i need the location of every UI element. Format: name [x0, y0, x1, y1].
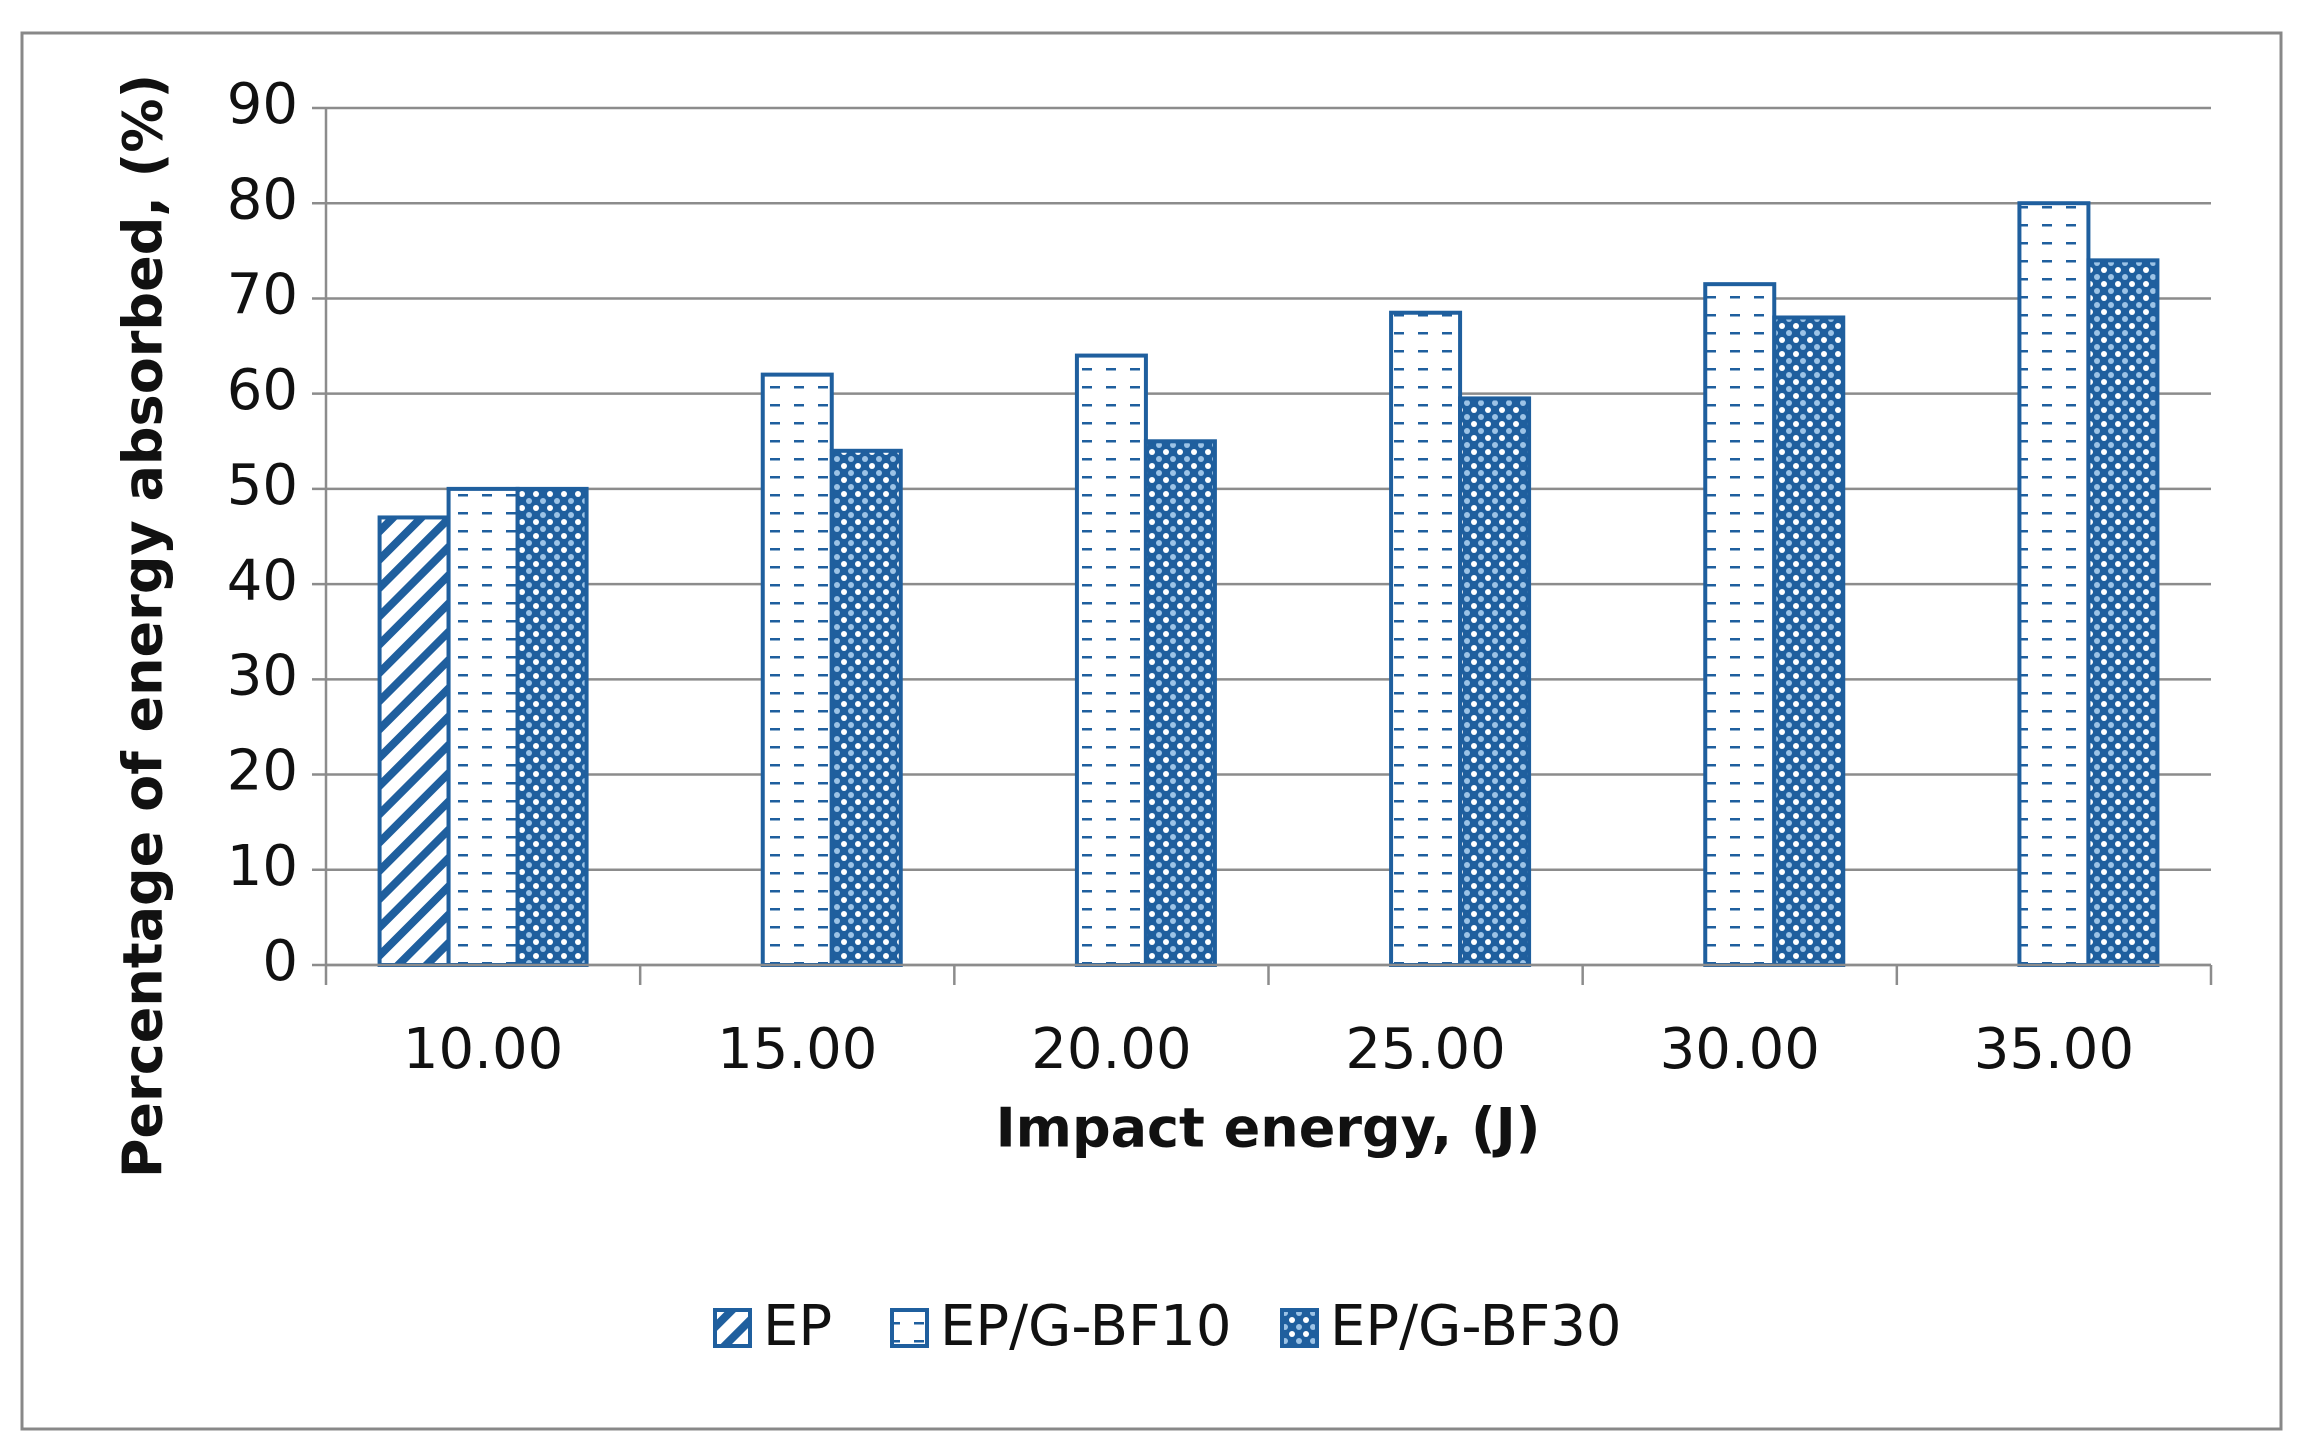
x-tick-label: 15.00 [717, 1017, 877, 1082]
legend-label: EP/G-BF30 [1330, 1294, 1622, 1359]
bar [515, 486, 589, 967]
legend-swatch [1280, 1308, 1319, 1348]
bar [1772, 315, 1846, 967]
y-tick-label: 10 [227, 834, 298, 899]
x-tick-label: 25.00 [1345, 1017, 1505, 1082]
x-axis-title: Impact energy, (J) [996, 1097, 1541, 1160]
y-tick-label: 30 [227, 643, 298, 708]
x-tick-label: 35.00 [1974, 1017, 2134, 1082]
y-tick-label: 90 [227, 72, 298, 137]
bar [377, 515, 451, 967]
legend-label: EP/G-BF10 [940, 1294, 1232, 1359]
y-tick-label: 20 [227, 739, 298, 804]
bar [1703, 282, 1777, 967]
bar [760, 372, 834, 968]
y-tick-label: 50 [227, 453, 298, 518]
legend-label: EP [763, 1294, 832, 1359]
legend-swatch [890, 1308, 929, 1348]
legend-swatch [713, 1308, 752, 1348]
y-tick-label: 60 [227, 358, 298, 423]
bar [829, 448, 903, 967]
bar [2017, 201, 2091, 967]
y-tick-label: 80 [227, 167, 298, 232]
y-tick-label: 40 [227, 548, 298, 613]
bar [1143, 439, 1217, 967]
y-tick-label: 70 [227, 263, 298, 328]
x-tick-label: 20.00 [1031, 1017, 1191, 1082]
y-axis-title: Percentage of energy absorbed, (%) [112, 74, 175, 1178]
bar [1074, 353, 1148, 968]
bar [446, 486, 520, 967]
x-tick-label: 30.00 [1660, 1017, 1820, 1082]
y-tick-label: 0 [262, 929, 298, 994]
bar [1389, 310, 1463, 967]
bar [2086, 258, 2160, 968]
bar [1458, 396, 1532, 967]
x-tick-label: 10.00 [403, 1017, 563, 1082]
